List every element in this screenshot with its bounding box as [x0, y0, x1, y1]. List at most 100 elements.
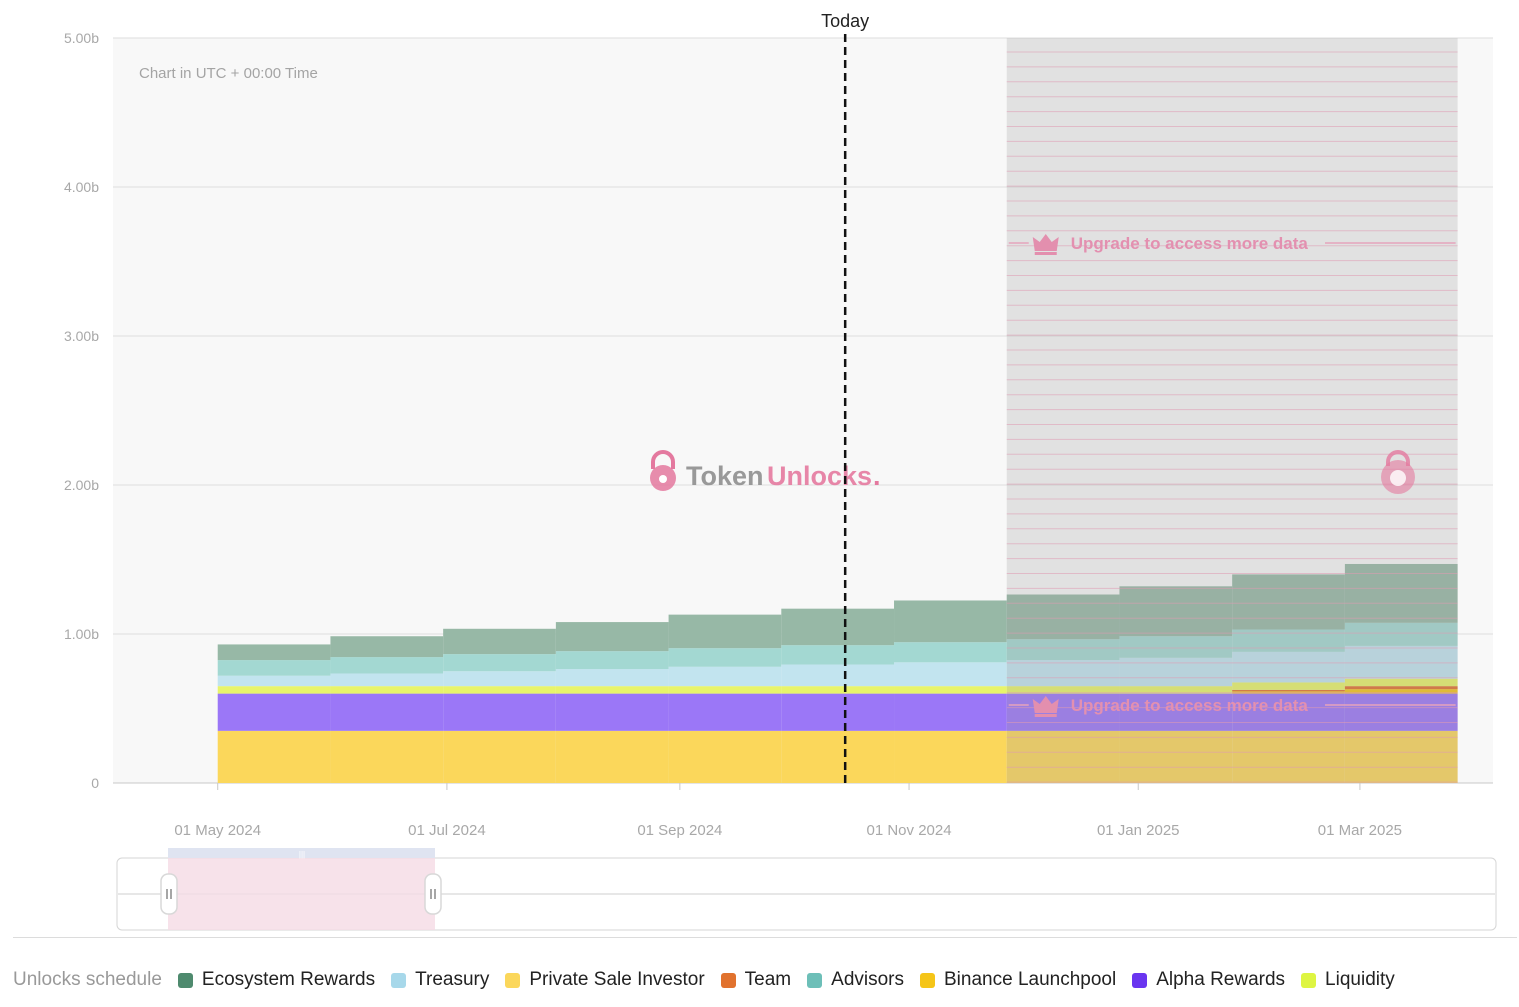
bar-segment-private-sale-investor — [217, 730, 331, 783]
legend-swatch — [1132, 972, 1148, 988]
legend-item-team[interactable]: Team — [720, 969, 792, 991]
y-tick-label: 1.00b — [64, 626, 99, 642]
x-tick-label: 01 Nov 2024 — [867, 822, 952, 839]
bar-segment-liquidity — [894, 686, 1007, 694]
bar-segment-alpha-rewards — [668, 693, 782, 731]
chart-subtitle: Chart in UTC + 00:00 Time — [139, 65, 318, 82]
legend-label: Binance Launchpool — [944, 969, 1117, 990]
bar-segment-advisors — [330, 657, 444, 674]
bar-segment-private-sale-investor — [1232, 730, 1345, 783]
bar-segment-alpha-rewards — [1344, 693, 1458, 731]
bar-segment-ecosystem-rewards — [781, 608, 895, 646]
legend-swatch — [505, 972, 521, 988]
bar-segment-private-sale-investor — [781, 730, 895, 783]
bar-segment-private-sale-investor — [1119, 730, 1233, 783]
legend-item-ecosystem-rewards[interactable]: Ecosystem Rewards — [177, 969, 375, 991]
x-tick-label: 01 Sep 2024 — [637, 822, 722, 839]
y-tick-label: 5.00b — [64, 30, 99, 46]
legend-swatch — [920, 972, 935, 988]
bar-segment-liquidity — [555, 686, 669, 694]
bar-segment-treasury — [1344, 645, 1458, 679]
bar-segment-alpha-rewards — [1119, 693, 1233, 731]
bar-segment-ecosystem-rewards — [443, 628, 556, 655]
legend: Unlocks schedule Ecosystem Rewards Treasu… — [13, 966, 1411, 994]
bar-segment-ecosystem-rewards — [217, 644, 331, 661]
legend-swatch — [720, 972, 736, 988]
legend-label: Team — [744, 969, 792, 990]
watermark-token: Token — [686, 461, 764, 491]
bar-segment-team — [1344, 686, 1458, 690]
y-tick-label: 4.00b — [64, 179, 99, 195]
bar-segment-private-sale-investor — [1006, 730, 1120, 783]
bar-segment-advisors — [1232, 629, 1345, 652]
bar-segment-ecosystem-rewards — [555, 622, 669, 652]
bar-segment-liquidity — [668, 686, 782, 694]
legend-item-advisors[interactable]: Advisors — [807, 969, 904, 991]
navigator-handle-left[interactable] — [160, 873, 178, 915]
locked-overlay — [1006, 38, 1458, 783]
bar-segment-advisors — [668, 648, 782, 667]
upgrade-text-top: Upgrade to access more data — [1071, 234, 1309, 253]
chart-svg: 0 1.00b 2.00b 3.00b 4.00b 5.00b Chart in UTC +… — [64, 11, 1497, 931]
legend-item-liquidity[interactable]: Liquidity — [1301, 969, 1395, 991]
crown-icon — [1032, 696, 1059, 713]
legend-item-private-sale-investor[interactable]: Private Sale Investor — [505, 969, 705, 991]
bar-segment-advisors — [781, 645, 895, 665]
bar-segment-private-sale-investor — [668, 730, 782, 783]
bar-segment-private-sale-investor — [443, 730, 556, 783]
bar-segment-liquidity — [1344, 678, 1458, 687]
bar-segment-ecosystem-rewards — [1232, 574, 1345, 630]
navigator-selection — [168, 858, 435, 930]
bar-segment-advisors — [1119, 636, 1233, 658]
legend-label: Treasury — [415, 969, 490, 990]
legend-label: Advisors — [831, 969, 904, 990]
crown-base — [1034, 252, 1057, 255]
bar-segment-ecosystem-rewards — [668, 614, 782, 649]
bar-segment-ecosystem-rewards — [330, 636, 444, 658]
legend-label: Alpha Rewards — [1156, 969, 1286, 990]
legend-item-treasury[interactable]: Treasury — [391, 969, 489, 991]
x-tick-label: 01 May 2024 — [174, 822, 261, 839]
legend-swatch — [807, 972, 823, 988]
lock-icon — [1386, 450, 1410, 466]
bar-segment-advisors — [1006, 639, 1120, 661]
navigator-scrollbar — [168, 848, 435, 858]
bar-segment-liquidity — [330, 686, 444, 694]
bar-segment-private-sale-investor — [330, 730, 444, 783]
legend-swatch — [391, 972, 407, 988]
bar-segment-advisors — [217, 660, 331, 676]
legend-label: Liquidity — [1325, 969, 1395, 990]
x-tick-label: 01 Mar 2025 — [1318, 822, 1402, 839]
legend-item-binance-launchpool[interactable]: Binance Launchpool — [920, 969, 1116, 991]
bar-segment-advisors — [894, 642, 1007, 663]
bar-segment-treasury — [894, 662, 1007, 687]
bar-segment-treasury — [555, 669, 669, 687]
bar-segment-team — [1232, 689, 1345, 692]
bar-segment-treasury — [1006, 660, 1120, 687]
legend-swatch — [1301, 972, 1317, 988]
bar-segment-alpha-rewards — [894, 693, 1007, 731]
bar-segment-liquidity — [1006, 686, 1120, 694]
bar-segment-alpha-rewards — [217, 693, 331, 731]
bar-segment-alpha-rewards — [781, 693, 895, 731]
x-tick-label: 01 Jul 2024 — [408, 822, 486, 839]
bar-segment-alpha-rewards — [1232, 693, 1345, 731]
today-label: Today — [821, 11, 869, 31]
crown-base — [1034, 714, 1057, 717]
legend-swatch — [177, 972, 193, 988]
navigator-grip: ||| — [299, 850, 305, 859]
bar-segment-binance-launchpool — [1344, 689, 1458, 694]
bar-segment-alpha-rewards — [1006, 693, 1120, 731]
watermark-unlocks: Unlocks — [767, 461, 872, 491]
bar-segment-alpha-rewards — [330, 693, 444, 731]
bar-segment-private-sale-investor — [555, 730, 669, 783]
bar-segment-liquidity — [217, 686, 331, 694]
navigator-handle-right[interactable] — [424, 873, 442, 915]
legend-item-alpha-rewards[interactable]: Alpha Rewards — [1132, 969, 1285, 991]
bar-segment-alpha-rewards — [555, 693, 669, 731]
bar-segment-liquidity — [1232, 682, 1345, 690]
lock-icon — [651, 450, 675, 469]
legend-divider — [13, 937, 1517, 938]
lock-icon-keyhole — [659, 475, 667, 483]
